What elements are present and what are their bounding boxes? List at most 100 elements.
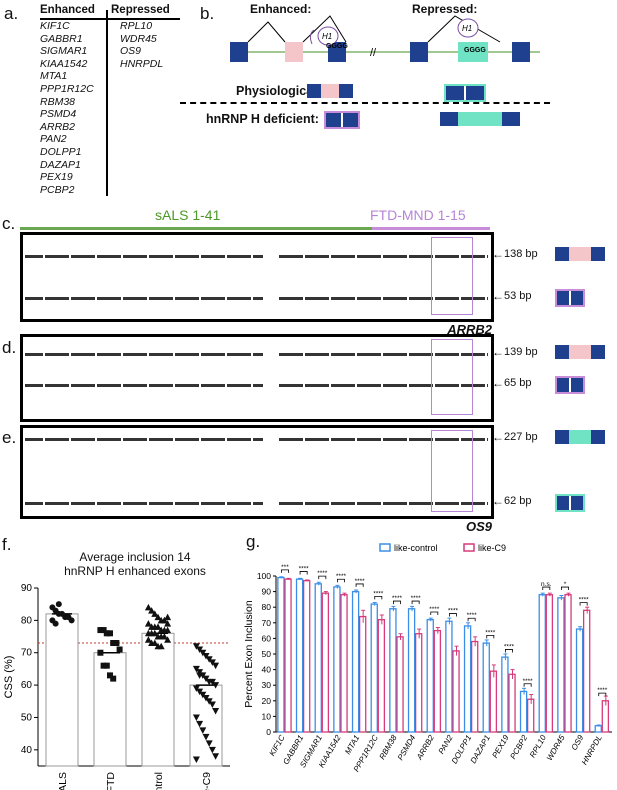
ftd-bar xyxy=(372,227,490,230)
lane-gap xyxy=(251,428,253,516)
significance-bracket xyxy=(299,571,308,575)
repressed-gene: HNRPDL xyxy=(120,57,164,70)
data-point xyxy=(154,613,162,621)
splice-arc-1 xyxy=(247,21,286,43)
mean-bar xyxy=(141,632,175,767)
physio-enhanced-product xyxy=(307,84,353,98)
bar xyxy=(351,590,360,733)
data-point xyxy=(164,636,172,643)
category-label: like-C9 xyxy=(201,772,213,790)
lane-gap xyxy=(251,337,253,419)
exon-3 xyxy=(410,42,428,62)
bar xyxy=(582,609,591,733)
lane-gap xyxy=(69,337,71,419)
data-point xyxy=(144,603,152,611)
significance-bracket xyxy=(411,600,420,605)
lane-gap xyxy=(433,235,435,319)
data-point xyxy=(116,646,123,653)
significance-bracket xyxy=(430,611,439,615)
y-axis-label: CSS (%) xyxy=(3,656,15,699)
data-point xyxy=(107,672,113,679)
lane-gap xyxy=(355,428,357,516)
lane-gap xyxy=(303,235,305,319)
enhanced-gene: GABBR1 xyxy=(40,32,83,45)
lane-gap xyxy=(251,235,253,319)
dashed-separator xyxy=(180,102,550,104)
lane-gap xyxy=(355,235,357,319)
repressed-gene: OS9 xyxy=(120,45,142,58)
data-point xyxy=(151,639,159,647)
y-tick-label: 80 xyxy=(262,602,272,612)
bar xyxy=(557,597,565,733)
gel-band xyxy=(278,438,488,441)
mean-bar xyxy=(45,613,79,767)
data-point xyxy=(113,640,120,647)
gel-blot-os9 xyxy=(20,425,494,519)
splicing-diagram: H1 GGGG // H1 GGGG xyxy=(230,15,540,62)
data-point xyxy=(52,620,59,627)
lane-gap xyxy=(433,428,435,516)
significance-label: **** xyxy=(597,687,608,694)
lane-gap xyxy=(277,235,279,319)
bar xyxy=(594,725,602,733)
bar xyxy=(601,700,610,733)
data-point xyxy=(212,753,220,760)
y-tick-label: 0 xyxy=(266,727,271,737)
lane-gap xyxy=(407,235,409,319)
significance-bracket xyxy=(523,683,532,687)
enhanced-gene: SIGMAR1 xyxy=(40,45,88,58)
data-point xyxy=(97,627,104,634)
gene-label: MTA1 xyxy=(343,734,361,756)
arrow-icon: ← xyxy=(492,289,504,303)
band-size-label: 65 bp xyxy=(504,377,532,389)
bar xyxy=(545,594,554,733)
y-tick-label: 70 xyxy=(262,618,272,628)
data-point xyxy=(68,617,75,624)
data-point xyxy=(110,675,117,682)
y-tick-label: 30 xyxy=(262,680,272,690)
lane-gap xyxy=(173,235,175,319)
lane-gap xyxy=(199,235,201,319)
enhanced-gene: KIAA1542 xyxy=(40,57,88,70)
panel-label-f: f. xyxy=(2,535,12,554)
bar xyxy=(284,578,292,733)
deficient-enhanced-product xyxy=(324,111,360,129)
lane-gap xyxy=(381,428,383,516)
legend-swatch xyxy=(463,543,475,552)
gel-blot-arrb2 xyxy=(20,232,494,322)
bar xyxy=(452,650,460,733)
bar xyxy=(433,629,442,733)
enhanced-gene: PAN2 xyxy=(40,133,67,146)
lane-gap xyxy=(329,235,331,319)
h1-label-2: H1 xyxy=(462,24,472,33)
lane-gap xyxy=(69,235,71,319)
category-label: nonALS xyxy=(57,772,69,790)
bar xyxy=(321,592,330,733)
data-point xyxy=(107,630,113,637)
significance-bracket xyxy=(281,569,289,573)
data-point xyxy=(55,601,62,608)
ftd-lanes-highlight xyxy=(431,430,473,512)
lane-gap xyxy=(173,428,175,516)
deficient-label: hnRNP H deficient: xyxy=(206,112,319,126)
gel-band xyxy=(278,255,488,258)
gel-band xyxy=(25,297,263,300)
header-underline xyxy=(40,18,180,20)
lane-gap xyxy=(485,428,487,516)
significance-label: **** xyxy=(467,612,478,619)
panel-f-title-line2: hnRNP H enhanced exons xyxy=(64,564,206,578)
exon-1 xyxy=(230,42,248,62)
data-point xyxy=(212,662,220,670)
data-point xyxy=(151,610,159,617)
product-diagram xyxy=(555,494,585,512)
bar xyxy=(396,636,404,733)
gel-band xyxy=(25,255,263,258)
enhanced-gene: DAZAP1 xyxy=(40,158,81,171)
category-label: C9ALS/FTD xyxy=(105,772,117,790)
enhanced-gene: PCBP2 xyxy=(40,183,75,196)
data-point xyxy=(100,662,107,669)
data-point xyxy=(160,633,168,640)
band-size-label: 53 bp xyxy=(504,290,532,302)
data-point xyxy=(151,629,159,637)
y-tick-label: 90 xyxy=(21,583,33,594)
